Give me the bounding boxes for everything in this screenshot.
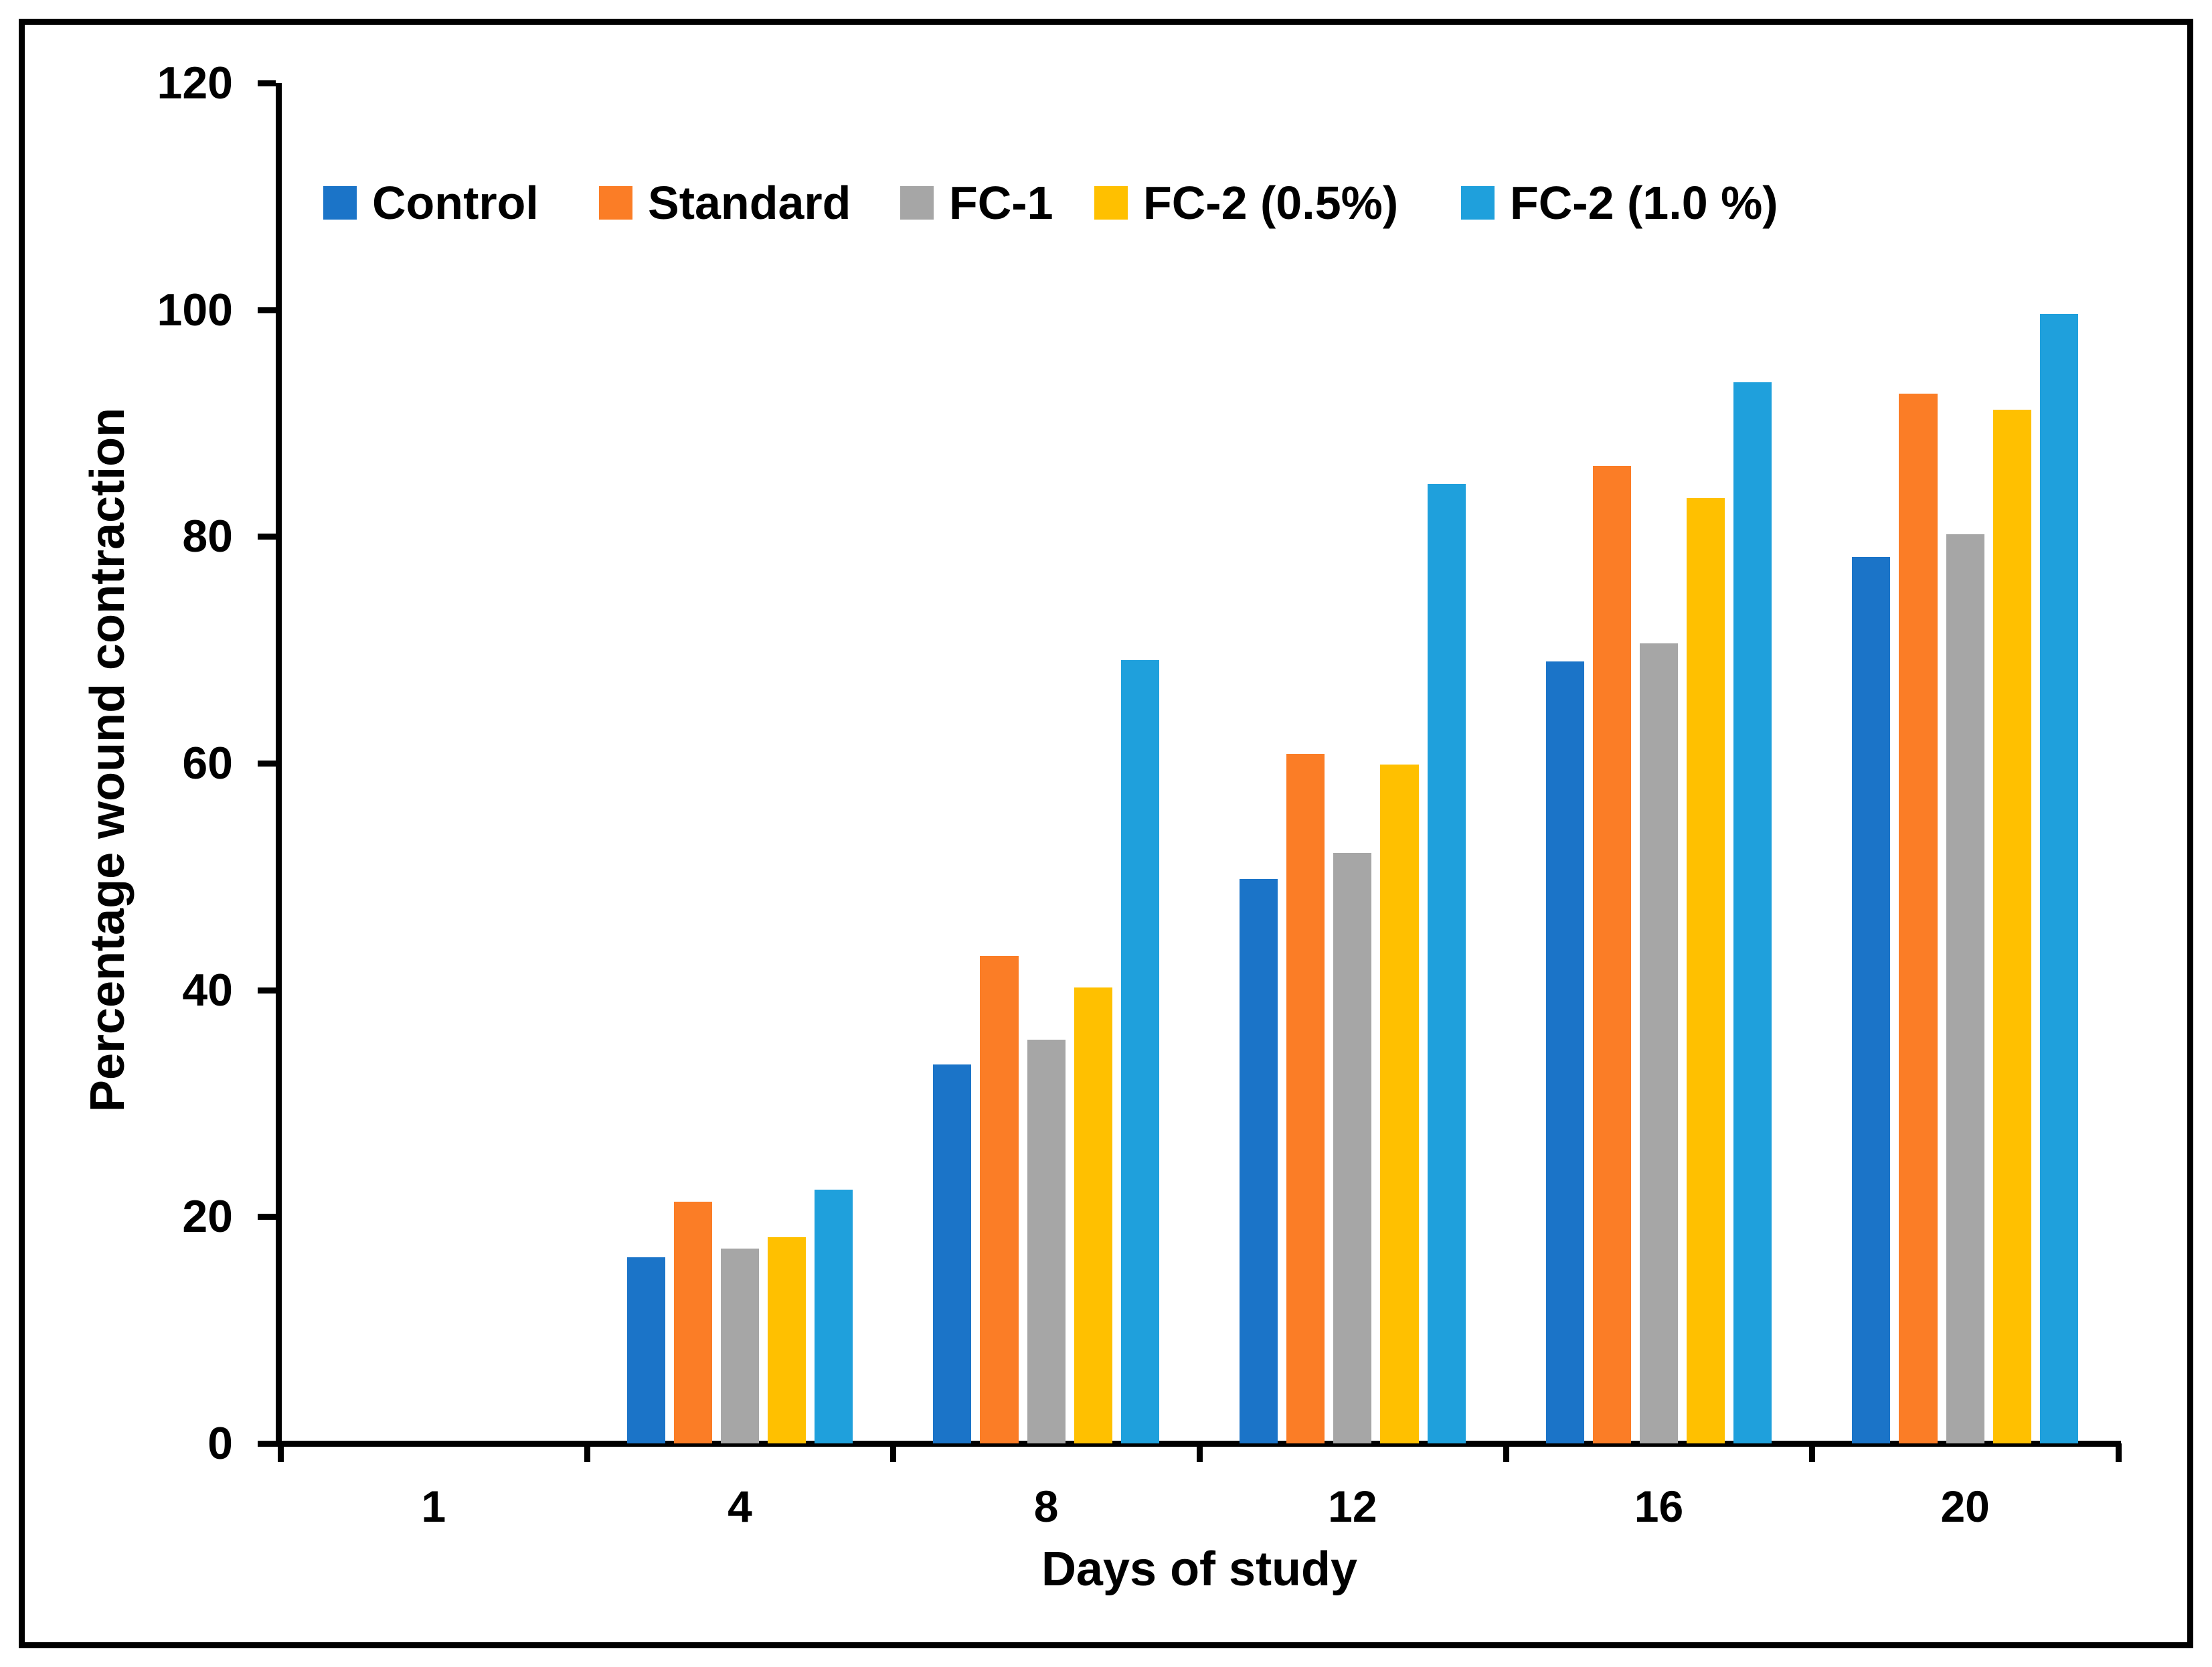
bar-fc-2-1-0-day-16 [1733, 382, 1772, 1443]
bar-control-day-12 [1240, 878, 1278, 1443]
x-tick-label: 4 [728, 1482, 752, 1531]
y-tick-label: 120 [157, 58, 233, 108]
bar-control-day-16 [1545, 661, 1584, 1443]
legend-label: FC-1 [949, 177, 1053, 229]
bar-fc-2-1-0-day-20 [2039, 314, 2078, 1443]
legend-label: FC-2 (1.0 %) [1510, 177, 1778, 229]
y-tick-label: 20 [182, 1191, 233, 1243]
y-tick-label: 80 [182, 511, 233, 562]
bar-standard-day-16 [1592, 466, 1631, 1443]
y-tick [258, 1441, 276, 1447]
bar-fc-2-0-5-day-4 [768, 1237, 806, 1443]
legend-label: FC-2 (0.5%) [1143, 177, 1399, 229]
x-tick [1197, 1443, 1203, 1462]
x-tick-label: 20 [1940, 1482, 1990, 1531]
legend-item-control: Control [323, 178, 539, 228]
bar-control-day-4 [626, 1257, 665, 1443]
bar-control-day-8 [933, 1064, 972, 1443]
bar-standard-day-8 [980, 955, 1019, 1443]
y-tick [258, 307, 276, 313]
y-tick-label: 100 [157, 284, 233, 335]
y-axis-line [276, 83, 282, 1447]
legend-item-fc-2-1-0: FC-2 (1.0 %) [1461, 178, 1778, 228]
legend-label: Standard [648, 177, 851, 229]
bar-standard-day-20 [1899, 393, 1938, 1443]
bar-fc-1-day-16 [1639, 643, 1679, 1443]
legend-swatch [900, 186, 934, 220]
y-tick-label: 40 [182, 964, 233, 1016]
y-tick [258, 761, 276, 767]
figure-border [19, 19, 2193, 1648]
legend-label: Control [372, 177, 539, 229]
y-tick [258, 534, 276, 540]
y-tick [258, 987, 276, 994]
bar-fc-1-day-20 [1946, 534, 1984, 1443]
legend-item-fc-1: FC-1 [900, 178, 1053, 228]
legend-swatch [599, 186, 632, 220]
y-axis-title: Percentage wound contraction [81, 407, 135, 1113]
x-axis-title: Days of study [1041, 1542, 1358, 1596]
bar-fc-1-day-4 [720, 1248, 760, 1443]
x-tick-label: 1 [421, 1482, 446, 1531]
x-tick [2116, 1443, 2122, 1462]
bar-fc-2-0-5-day-12 [1380, 764, 1419, 1443]
bar-fc-1-day-12 [1333, 852, 1372, 1443]
x-tick [584, 1443, 590, 1462]
x-tick [278, 1443, 284, 1462]
bar-fc-2-1-0-day-12 [1427, 484, 1466, 1443]
y-tick [258, 80, 276, 86]
y-tick-label: 0 [207, 1418, 233, 1469]
bar-fc-2-0-5-day-16 [1687, 497, 1725, 1443]
bar-fc-2-1-0-day-4 [815, 1189, 853, 1443]
bar-fc-1-day-8 [1027, 1040, 1066, 1443]
x-tick [890, 1443, 897, 1462]
x-tick-label: 8 [1033, 1482, 1059, 1531]
y-tick [258, 1214, 276, 1220]
legend-item-fc-2-0-5: FC-2 (0.5%) [1094, 178, 1398, 228]
bar-fc-2-1-0-day-8 [1120, 659, 1159, 1443]
legend-item-standard: Standard [599, 178, 851, 228]
bar-fc-2-0-5-day-8 [1074, 987, 1112, 1443]
bar-fc-2-0-5-day-20 [1992, 409, 2031, 1443]
bar-control-day-20 [1852, 556, 1891, 1443]
y-tick-label: 60 [182, 738, 233, 789]
bar-standard-day-4 [673, 1202, 712, 1443]
x-tick-label: 16 [1634, 1482, 1684, 1531]
bar-standard-day-12 [1286, 754, 1325, 1443]
legend-swatch [1094, 186, 1128, 220]
legend-swatch [323, 186, 357, 220]
legend-swatch [1461, 186, 1495, 220]
x-tick-label: 12 [1328, 1482, 1377, 1531]
x-tick [1809, 1443, 1816, 1462]
x-tick [1503, 1443, 1509, 1462]
